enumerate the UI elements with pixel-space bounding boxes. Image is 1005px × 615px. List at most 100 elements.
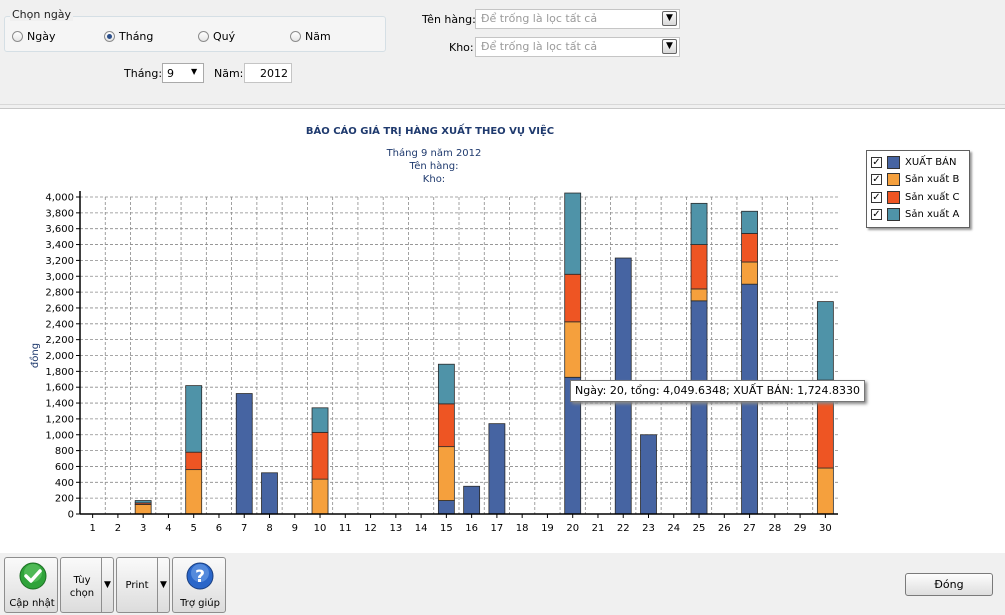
year-input[interactable]: 2012 [244, 63, 292, 83]
checkbox-checked-icon[interactable]: ✓ [871, 191, 882, 203]
update-label: Cập nhật [9, 598, 55, 609]
update-button[interactable]: Cập nhật [4, 557, 58, 613]
chevron-down-icon[interactable]: ▼ [104, 580, 111, 590]
x-tick-label: 17 [491, 523, 504, 534]
bar-segment [564, 321, 582, 378]
x-tick-label: 29 [794, 523, 807, 534]
bar-segment [235, 393, 253, 515]
y-tick-label: 2,400 [45, 319, 74, 330]
y-tick-label: 3,200 [45, 256, 74, 267]
checkbox-checked-icon[interactable]: ✓ [871, 173, 882, 185]
year-value: 2012 [260, 67, 288, 80]
bar-segment [311, 478, 329, 515]
bar-segment [437, 363, 455, 405]
legend-item[interactable]: ✓ Sản xuất C [871, 189, 959, 205]
x-tick-label: 11 [339, 523, 352, 534]
radio-circle[interactable] [290, 31, 301, 42]
x-tick-label: 13 [389, 523, 402, 534]
print-button[interactable]: Print ▼ [116, 557, 170, 613]
options-button[interactable]: Tùy chọn ▼ [60, 557, 114, 613]
date-mode-group-label: Chọn ngày [10, 8, 74, 21]
y-tick-label: 3,000 [45, 272, 74, 283]
x-tick-label: 9 [292, 523, 298, 534]
bar-segment [690, 202, 708, 245]
bar-segment [185, 385, 203, 453]
product-input[interactable]: Để trống là lọc tất cả ▼ [475, 9, 680, 29]
month-label: Tháng: [124, 67, 163, 80]
warehouse-input[interactable]: Để trống là lọc tất cả ▼ [475, 37, 680, 57]
y-tick-label: 600 [55, 462, 74, 473]
y-tick-label: 4,000 [45, 193, 74, 204]
svg-text:?: ? [195, 567, 205, 587]
x-tick-label: 8 [266, 523, 272, 534]
x-tick-label: 14 [415, 523, 428, 534]
stacked-bar-chart: 0 200 400 600 800 1,000 1,200 1,400 1,600 1,800 2,… [29, 191, 838, 534]
bar-segment [564, 192, 582, 275]
checkbox-checked-icon[interactable]: ✓ [871, 156, 882, 168]
y-tick-label: 3,600 [45, 224, 74, 235]
print-label: Print [125, 580, 149, 591]
radio-label: Ngày [27, 30, 56, 43]
x-tick-label: 20 [566, 523, 579, 534]
radio-circle[interactable] [104, 31, 115, 42]
x-tick-label: 15 [440, 523, 453, 534]
radio-label: Quý [213, 30, 236, 43]
split-divider [101, 558, 102, 612]
dropdown-icon[interactable]: ▼ [662, 11, 677, 26]
chevron-down-icon[interactable]: ▼ [160, 580, 167, 590]
radio-month[interactable]: Tháng [104, 30, 153, 43]
legend-label: XUẤT BÁN [905, 156, 957, 168]
radio-circle[interactable] [198, 31, 209, 42]
legend-label: Sản xuất C [905, 191, 960, 203]
help-label: Trợ giúp [180, 598, 220, 609]
y-tick-label: 2,600 [45, 303, 74, 314]
x-tick-label: 16 [465, 523, 478, 534]
warehouse-placeholder: Để trống là lọc tất cả [481, 40, 598, 53]
legend-item[interactable]: ✓ XUẤT BÁN [871, 154, 956, 170]
split-divider [157, 558, 158, 612]
close-button[interactable]: Đóng [905, 573, 993, 596]
bar-segment [741, 233, 758, 263]
radio-year[interactable]: Năm [290, 30, 331, 43]
bar-segment [437, 446, 455, 501]
month-select[interactable]: 9 ▼ [162, 63, 204, 83]
radio-quarter[interactable]: Quý [198, 30, 235, 43]
product-label: Tên hàng: [422, 13, 476, 26]
bar-segment [741, 261, 758, 285]
x-tick-label: 19 [541, 523, 554, 534]
y-tick-label: 3,800 [45, 208, 74, 219]
chevron-down-icon[interactable]: ▼ [191, 67, 198, 76]
x-tick-label: 28 [768, 523, 781, 534]
help-button[interactable]: ? Trợ giúp [172, 557, 226, 613]
x-tick-label: 4 [165, 523, 171, 534]
bar-segment [741, 210, 758, 234]
legend-item[interactable]: ✓ Sản xuất A [871, 206, 959, 222]
bar-segment [690, 288, 708, 302]
legend-label: Sản xuất B [905, 173, 960, 185]
x-tick-label: 1 [89, 523, 95, 534]
dropdown-icon[interactable]: ▼ [662, 39, 677, 54]
x-tick-label: 27 [743, 523, 756, 534]
bar-segment [185, 469, 203, 515]
bar-segment [488, 423, 506, 515]
x-tick-label: 25 [693, 523, 706, 534]
month-value: 9 [167, 67, 174, 80]
bar-segment [564, 273, 582, 323]
y-axis-label: đồng [29, 343, 41, 368]
x-tick-label: 3 [140, 523, 146, 534]
y-tick-label: 2,000 [45, 351, 74, 362]
x-tick-label: 2 [115, 523, 121, 534]
bar-segment [134, 504, 152, 515]
bar-segment [640, 434, 657, 515]
radio-circle[interactable] [12, 31, 23, 42]
y-tick-label: 800 [55, 446, 74, 457]
x-tick-label: 12 [364, 523, 377, 534]
legend-item[interactable]: ✓ Sản xuất B [871, 171, 959, 187]
radio-day[interactable]: Ngày [12, 30, 55, 43]
y-tick-label: 1,600 [45, 383, 74, 394]
chart-subtitle-2: Tên hàng: [409, 161, 459, 172]
y-tick-label: 200 [55, 494, 74, 505]
checkbox-checked-icon[interactable]: ✓ [871, 208, 882, 220]
x-tick-label: 30 [819, 523, 832, 534]
y-tick-label: 2,800 [45, 288, 74, 299]
